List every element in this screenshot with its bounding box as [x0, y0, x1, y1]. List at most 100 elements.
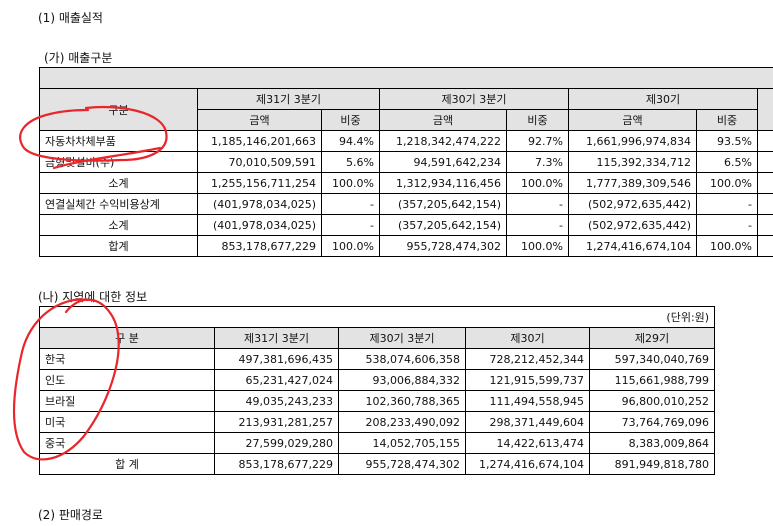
cell-value: (401,978,034,025)	[197, 214, 322, 236]
cell-value: 100.0%	[696, 172, 758, 194]
table1-blank-header-row	[39, 67, 773, 89]
cell-value: 115,392,334,712	[568, 151, 697, 173]
section1-title: (1) 매출실적	[38, 11, 103, 25]
row-label: 인도	[39, 369, 215, 391]
cell-value: 955,728,474,302	[379, 235, 507, 257]
table-row: 미국 213,931,281,257 208,233,490,092 298,3…	[39, 411, 716, 433]
cell-value: 111,494,558,945	[465, 390, 590, 412]
cell-cutoff	[757, 130, 773, 152]
cell-cutoff	[757, 151, 773, 173]
cell-value: 49,035,243,233	[214, 390, 339, 412]
subheader-amount: 금액	[568, 109, 697, 131]
cell-value: 93,006,884,332	[338, 369, 466, 391]
header-period: 제31기 3분기	[197, 88, 380, 110]
cell-value: 538,074,606,358	[338, 348, 466, 370]
cell-value: 100.0%	[506, 235, 569, 257]
cell-value: 65,231,427,024	[214, 369, 339, 391]
cell-value: 728,212,452,344	[465, 348, 590, 370]
table2-title: (나) 지역에 대한 정보	[38, 290, 148, 304]
cell-value: 1,218,342,474,222	[379, 130, 507, 152]
cell-value: 96,800,010,252	[588, 390, 716, 412]
cell-value: -	[696, 214, 758, 236]
table-row: 인도 65,231,427,024 93,006,884,332 121,915…	[39, 369, 716, 391]
section2-title: (2) 판매경로	[38, 508, 103, 522]
row-label: 중국	[39, 432, 215, 454]
table1-header-row: 구분 제31기 3분기 제30기 3분기 제30기	[39, 88, 773, 131]
subheader-amount: 금액	[197, 109, 322, 131]
cell-value: 5.6%	[321, 151, 380, 173]
cell-value: 1,312,934,116,456	[379, 172, 507, 194]
cell-cutoff	[757, 214, 773, 236]
cell-value: 853,178,677,229	[214, 453, 339, 475]
table-row: 한국 497,381,696,435 538,074,606,358 728,2…	[39, 348, 716, 370]
header-period: 제30기 3분기	[379, 88, 569, 110]
cell-value: 597,340,040,769	[588, 348, 716, 370]
header-category: 구분	[39, 88, 198, 131]
cell-value: (401,978,034,025)	[197, 193, 322, 215]
cell-value: 70,010,509,591	[197, 151, 322, 173]
cell-value: 100.0%	[696, 235, 758, 257]
table-row: 소계 1,255,156,711,254 100.0% 1,312,934,11…	[39, 172, 773, 194]
cell-value: 8,383,009,864	[588, 432, 716, 454]
cell-value: 100.0%	[506, 172, 569, 194]
cell-value: -	[321, 193, 380, 215]
cell-value: 1,777,389,309,546	[568, 172, 697, 194]
cell-value: 1,274,416,674,104	[465, 453, 590, 475]
cell-value: 955,728,474,302	[338, 453, 466, 475]
regional-info-table: (단위:원) 구 분 제31기 3분기 제30기 3분기 제30기 제29기 한…	[38, 306, 716, 475]
table-row: 합 계 853,178,677,229 955,728,474,302 1,27…	[39, 453, 716, 475]
table1-subheader-row: 금액 비중 금액 비중 금액 비중	[40, 109, 773, 131]
unit-row: (단위:원)	[38, 306, 716, 328]
row-label: 미국	[39, 411, 215, 433]
table1-title: (가) 매출구분	[44, 51, 113, 65]
sales-breakdown-table: 구분 제31기 3분기 제30기 3분기 제30기 금액 비중 금액 비중 금액…	[39, 67, 773, 257]
header-period: 제31기 3분기	[214, 327, 339, 349]
cell-value: (357,205,642,154)	[379, 214, 507, 236]
cell-value: 27,599,029,280	[214, 432, 339, 454]
table-row: 자동차차체부품 1,185,146,201,663 94.4% 1,218,34…	[39, 130, 773, 152]
table-row: 연결실체간 수익비용상계 (401,978,034,025) - (357,20…	[39, 193, 773, 215]
subheader-ratio: 비중	[506, 109, 569, 131]
cell-value: 7.3%	[506, 151, 569, 173]
cell-value: 6.5%	[696, 151, 758, 173]
cell-value: 1,255,156,711,254	[197, 172, 322, 194]
row-label: 소계	[39, 172, 198, 194]
cell-value: (502,972,635,442)	[568, 214, 697, 236]
subheader-ratio: 비중	[696, 109, 758, 131]
cell-value: -	[506, 193, 569, 215]
table-row: 소계 (401,978,034,025) - (357,205,642,154)…	[39, 214, 773, 236]
cell-value: 497,381,696,435	[214, 348, 339, 370]
cell-cutoff	[757, 172, 773, 194]
cell-value: 121,915,599,737	[465, 369, 590, 391]
cell-value: 102,360,788,365	[338, 390, 466, 412]
cell-value: 891,949,818,780	[588, 453, 716, 475]
cell-value: 298,371,449,604	[465, 411, 590, 433]
table-row: 합계 853,178,677,229 100.0% 955,728,474,30…	[39, 235, 773, 257]
cell-value: 94.4%	[321, 130, 380, 152]
header-period: 제29기	[588, 327, 716, 349]
cell-value: 1,661,996,974,834	[568, 130, 697, 152]
cell-value: 115,661,988,799	[588, 369, 716, 391]
row-label: 소계	[39, 214, 198, 236]
row-label: 금형및설비(주)	[39, 151, 198, 173]
cell-value: -	[506, 214, 569, 236]
cell-value: 1,274,416,674,104	[568, 235, 697, 257]
cell-value: (502,972,635,442)	[568, 193, 697, 215]
cell-value: 853,178,677,229	[197, 235, 322, 257]
cell-value: 14,052,705,155	[338, 432, 466, 454]
cell-value: 208,233,490,092	[338, 411, 466, 433]
table2-header-row: 구 분 제31기 3분기 제30기 3분기 제30기 제29기	[39, 327, 716, 349]
cell-value: -	[321, 214, 380, 236]
cell-value: 93.5%	[696, 130, 758, 152]
header-period: 제30기	[568, 88, 758, 110]
cell-value: -	[696, 193, 758, 215]
table-row: 금형및설비(주) 70,010,509,591 5.6% 94,591,642,…	[39, 151, 773, 173]
cell-value: 73,764,769,096	[588, 411, 716, 433]
header-period: 제30기 3분기	[338, 327, 466, 349]
row-label: 한국	[39, 348, 215, 370]
unit-label: (단위:원)	[38, 306, 716, 328]
cell-value: 100.0%	[321, 172, 380, 194]
cell-value: 213,931,281,257	[214, 411, 339, 433]
table-row: 브라질 49,035,243,233 102,360,788,365 111,4…	[39, 390, 716, 412]
row-label: 브라질	[39, 390, 215, 412]
